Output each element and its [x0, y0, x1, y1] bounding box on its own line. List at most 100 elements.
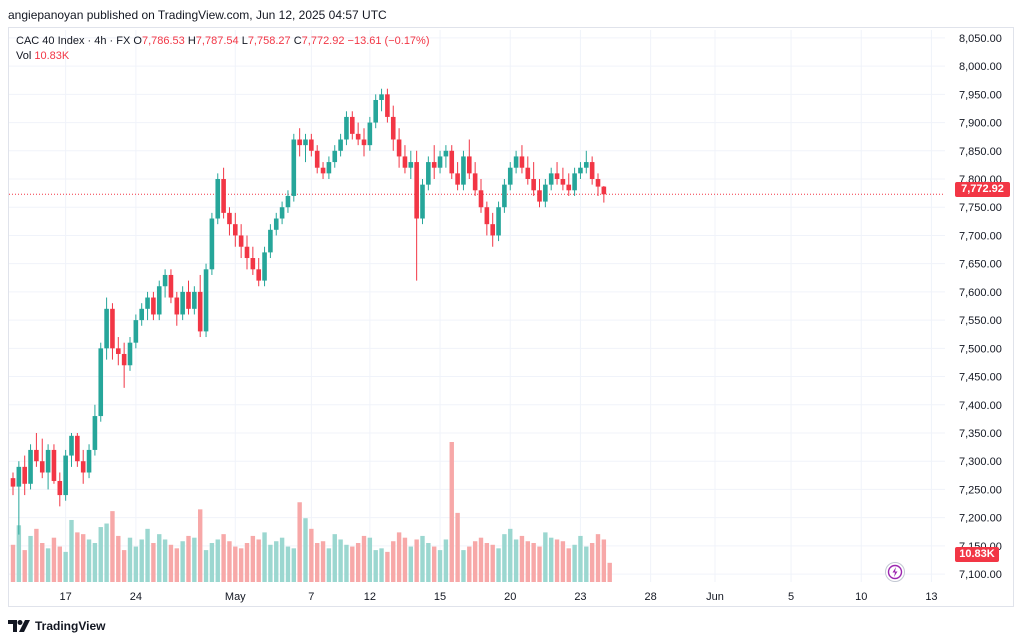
candle-body[interactable]: [361, 139, 367, 146]
volume-bar[interactable]: [560, 541, 566, 582]
volume-bar[interactable]: [110, 511, 115, 582]
candle-body[interactable]: [554, 173, 560, 180]
candle-body[interactable]: [262, 252, 267, 281]
candle-body[interactable]: [338, 139, 343, 151]
candle-body[interactable]: [431, 162, 437, 168]
candle-body[interactable]: [51, 449, 57, 481]
volume-bar[interactable]: [209, 543, 215, 582]
volume-bar[interactable]: [414, 539, 419, 582]
volume-bar[interactable]: [332, 534, 337, 582]
candle-body[interactable]: [350, 116, 355, 134]
volume-bar[interactable]: [379, 548, 384, 582]
candle-body[interactable]: [314, 150, 320, 168]
volume-bar[interactable]: [69, 519, 74, 582]
volume-bar[interactable]: [268, 544, 273, 582]
candle-body[interactable]: [513, 156, 519, 168]
volume-bar[interactable]: [244, 543, 250, 582]
volume-bar[interactable]: [595, 534, 601, 582]
volume-bar[interactable]: [174, 548, 179, 582]
volume-bar[interactable]: [274, 541, 279, 582]
candle-body[interactable]: [548, 173, 554, 185]
volume-bar[interactable]: [326, 548, 332, 582]
candle-body[interactable]: [174, 297, 180, 315]
volume-bar[interactable]: [443, 539, 449, 582]
candle-body[interactable]: [168, 274, 174, 298]
candle-body[interactable]: [437, 156, 443, 168]
candle-body[interactable]: [601, 186, 607, 195]
candle-body[interactable]: [39, 461, 45, 473]
candle-body[interactable]: [595, 179, 601, 187]
volume-bar[interactable]: [402, 537, 408, 582]
volume-bar[interactable]: [10, 544, 16, 582]
volume-bar[interactable]: [537, 546, 542, 582]
candle-body[interactable]: [162, 274, 168, 287]
volume-bar[interactable]: [22, 550, 27, 582]
candle-body[interactable]: [192, 291, 197, 309]
volume-bar[interactable]: [508, 528, 513, 582]
volume-bar[interactable]: [549, 537, 554, 582]
candle-body[interactable]: [80, 461, 86, 473]
volume-bar[interactable]: [40, 543, 45, 582]
candle-body[interactable]: [502, 184, 507, 208]
volume-bar[interactable]: [531, 543, 536, 582]
volume-bar[interactable]: [385, 551, 390, 582]
candle-body[interactable]: [408, 162, 414, 168]
volume-bar[interactable]: [432, 546, 437, 582]
candle-body[interactable]: [156, 286, 162, 315]
volume-bar[interactable]: [461, 550, 466, 582]
volume-bar[interactable]: [192, 537, 197, 582]
volume-bar[interactable]: [28, 535, 33, 582]
volume-bar[interactable]: [291, 548, 296, 582]
volume-bar[interactable]: [180, 541, 185, 582]
candle-body[interactable]: [543, 184, 548, 202]
volume-bar[interactable]: [116, 535, 121, 582]
volume-bar[interactable]: [139, 539, 144, 582]
volume-bar[interactable]: [338, 539, 343, 582]
candle-body[interactable]: [414, 162, 419, 219]
volume-bar[interactable]: [391, 541, 396, 582]
candle-body[interactable]: [63, 455, 68, 496]
volume-bar[interactable]: [227, 541, 232, 582]
candle-body[interactable]: [320, 167, 326, 174]
volume-bar[interactable]: [396, 532, 402, 582]
candle-body[interactable]: [472, 173, 478, 191]
volume-bar[interactable]: [572, 544, 577, 582]
candle-body[interactable]: [197, 291, 203, 332]
candle-body[interactable]: [525, 167, 531, 180]
candle-body[interactable]: [560, 179, 566, 185]
volume-bar[interactable]: [98, 527, 103, 582]
volume-bar[interactable]: [168, 544, 174, 582]
volume-bar[interactable]: [215, 539, 220, 582]
volume-bar[interactable]: [221, 534, 226, 582]
candle-body[interactable]: [98, 348, 104, 417]
volume-bar[interactable]: [315, 543, 320, 582]
volume-bar[interactable]: [543, 532, 548, 582]
volume-bar[interactable]: [554, 539, 560, 582]
volume-bar[interactable]: [484, 543, 490, 582]
candle-body[interactable]: [121, 353, 127, 366]
candle-body[interactable]: [507, 167, 513, 185]
candle-body[interactable]: [578, 167, 583, 174]
candle-body[interactable]: [379, 94, 384, 100]
candle-body[interactable]: [110, 308, 115, 349]
volume-bar[interactable]: [262, 532, 267, 582]
candle-body[interactable]: [455, 173, 460, 185]
volume-label[interactable]: Vol: [16, 50, 32, 62]
symbol-label[interactable]: CAC 40 Index · 4h · FX: [16, 35, 131, 47]
candle-body[interactable]: [244, 246, 250, 259]
volume-bar[interactable]: [238, 548, 244, 582]
volume-bar[interactable]: [472, 541, 478, 582]
volume-bar[interactable]: [373, 550, 378, 582]
candle-body[interactable]: [186, 291, 191, 309]
volume-bar[interactable]: [478, 537, 484, 582]
candle-body[interactable]: [238, 235, 244, 247]
volume-bar[interactable]: [203, 550, 209, 582]
volume-bar[interactable]: [127, 537, 133, 582]
candle-body[interactable]: [449, 150, 455, 174]
candle-body[interactable]: [584, 162, 589, 168]
candle-body[interactable]: [203, 269, 209, 332]
candle-body[interactable]: [86, 449, 92, 473]
volume-bar[interactable]: [525, 541, 530, 582]
volume-bar[interactable]: [496, 548, 501, 582]
